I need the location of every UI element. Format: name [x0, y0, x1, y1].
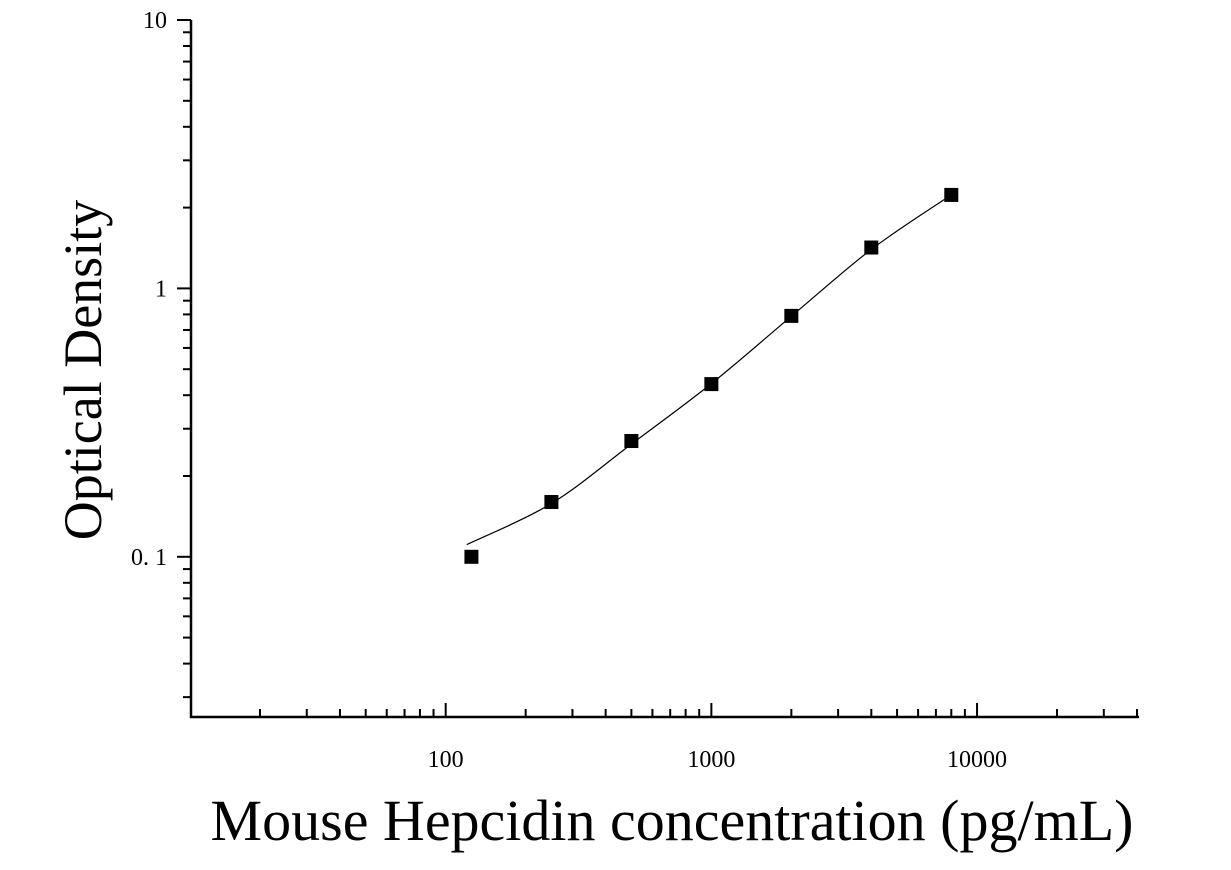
major-ticks: [177, 19, 979, 717]
data-point: [624, 434, 639, 449]
x-tick-labels: 100 1000 10000: [428, 747, 1007, 773]
y-tick-label: 10: [143, 8, 167, 34]
y-tick-labels: 0. 1 1 10: [131, 8, 167, 571]
data-point: [784, 308, 799, 323]
y-axis-title: Optical Density: [53, 200, 113, 540]
data-point: [544, 495, 559, 510]
fit-curve: [466, 194, 952, 546]
x-tick-label: 100: [428, 747, 464, 773]
y-tick-label: 0. 1: [131, 545, 167, 571]
data-point: [864, 240, 879, 255]
y-tick-label: 1: [155, 276, 167, 302]
data-point: [464, 549, 479, 564]
data-point: [944, 187, 959, 202]
data-points: [464, 187, 959, 564]
x-axis-title: Mouse Hepcidin concentration (pg/mL): [211, 788, 1134, 853]
x-tick-label: 10000: [947, 747, 1007, 773]
data-point: [704, 377, 719, 392]
x-tick-label: 1000: [687, 747, 735, 773]
minor-ticks: [183, 31, 1138, 717]
